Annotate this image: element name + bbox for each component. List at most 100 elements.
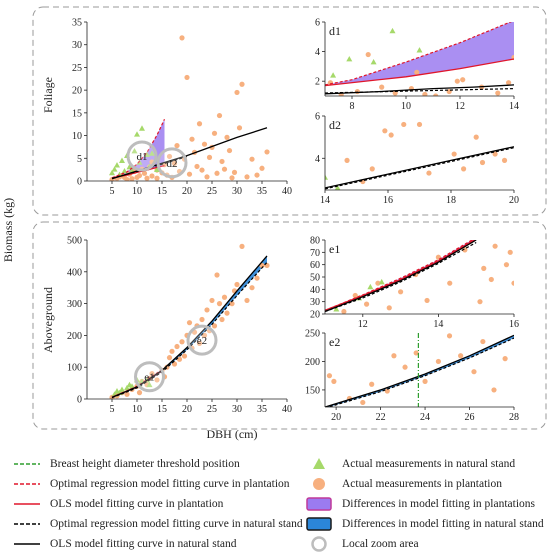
inset-label-e1: e1 bbox=[329, 242, 340, 256]
y-tick-label: 500 bbox=[67, 236, 82, 247]
plantation-point bbox=[196, 340, 203, 346]
plantation-point bbox=[184, 74, 190, 81]
plantation-point bbox=[189, 136, 195, 142]
plantation-point bbox=[488, 276, 494, 283]
plantation-point bbox=[454, 78, 460, 84]
plantation-point bbox=[136, 390, 143, 396]
plantation-point bbox=[471, 369, 477, 375]
plantation-point bbox=[495, 90, 501, 96]
y-tick-label: 10 bbox=[72, 131, 82, 142]
x-tick-label: 14 bbox=[433, 319, 443, 330]
plantation-point bbox=[365, 51, 371, 58]
plantation-point bbox=[435, 358, 441, 365]
natural-point bbox=[154, 166, 160, 173]
y-tick-label: 4 bbox=[315, 47, 320, 58]
zoom-label-e2: e2 bbox=[197, 335, 207, 347]
plantation-point bbox=[451, 151, 457, 157]
zoom-circle-d1 bbox=[126, 140, 158, 172]
zoom-label-d1: d1 bbox=[137, 151, 148, 163]
diff-band-plantation bbox=[325, 22, 514, 86]
diff_natural-legend-symbol bbox=[306, 517, 332, 531]
plantation-point bbox=[206, 154, 213, 160]
legend-label: Breast height diameter threshold positio… bbox=[50, 458, 240, 470]
zoom-circle-e2 bbox=[186, 324, 218, 356]
plantation-point bbox=[491, 387, 497, 393]
plantation-point bbox=[461, 166, 467, 172]
natural-point bbox=[334, 184, 341, 190]
plantation-point bbox=[254, 172, 260, 178]
natural-point bbox=[146, 381, 153, 388]
foliage-group-frame bbox=[32, 6, 547, 216]
y-tick-label: 6 bbox=[315, 18, 320, 29]
y-tick-label: 400 bbox=[67, 267, 82, 278]
plantation-point bbox=[254, 275, 260, 281]
natural-point bbox=[325, 174, 328, 180]
x-tick-label: 15 bbox=[157, 404, 167, 415]
plantation-point bbox=[422, 91, 428, 96]
plantation-point bbox=[382, 128, 388, 134]
plantation-point bbox=[492, 243, 498, 249]
y-tick-label: 200 bbox=[67, 331, 82, 342]
plantation-point bbox=[124, 177, 130, 181]
legend-label: Local zoom area bbox=[342, 538, 419, 550]
plantation-point bbox=[416, 121, 423, 128]
y-tick-label: 15 bbox=[72, 108, 82, 119]
legend-item-ols-plantation: OLS model fitting curve in plantation bbox=[12, 496, 223, 512]
plantation-point bbox=[179, 35, 185, 41]
natural-point bbox=[124, 384, 130, 391]
plantation-point bbox=[214, 170, 220, 176]
plantation-point bbox=[224, 134, 230, 140]
plantation-point bbox=[473, 134, 479, 140]
ols-natural-curve bbox=[325, 240, 477, 313]
plantation-point bbox=[249, 156, 255, 162]
opt_natural-legend-symbol bbox=[14, 523, 40, 525]
plantation-point bbox=[244, 174, 250, 180]
plantation-point bbox=[234, 281, 240, 288]
plantation-point bbox=[229, 301, 235, 307]
y-tick-label: 60 bbox=[310, 260, 320, 271]
x-tick-label: 5 bbox=[110, 186, 115, 197]
legend-item-opt-plantation: Optimal regression model fitting curve i… bbox=[12, 476, 290, 492]
x-tick-label: 40 bbox=[282, 186, 292, 197]
zoom-legend-symbol bbox=[311, 536, 327, 552]
plantation-point bbox=[224, 310, 230, 316]
y-tick-label: 40 bbox=[310, 285, 320, 296]
diff-band-plantation bbox=[325, 240, 475, 311]
plantation-point bbox=[503, 262, 510, 268]
plantation_meas-legend-symbol bbox=[313, 478, 325, 490]
plantation-point bbox=[194, 163, 200, 170]
x-tick-label: 5 bbox=[110, 404, 115, 415]
x-tick-label: 12 bbox=[358, 319, 368, 330]
plantation-point bbox=[136, 172, 143, 179]
plantation-point bbox=[154, 175, 160, 181]
plantation-point bbox=[229, 175, 235, 181]
natural-point bbox=[131, 148, 138, 154]
plantation-point bbox=[236, 125, 243, 131]
x-axis-title: DBH (cm) bbox=[207, 427, 258, 441]
plantation-point bbox=[433, 93, 439, 96]
plantation-point bbox=[479, 159, 486, 166]
plantation-point bbox=[211, 130, 218, 136]
legend-item-plantation-meas: Actual measurements in plantation bbox=[304, 476, 502, 492]
plantation-point bbox=[214, 272, 220, 278]
legend-item-ols-natural: OLS model fitting curve in natural stand bbox=[12, 536, 237, 552]
natural-point bbox=[346, 56, 353, 62]
plantation-point bbox=[384, 388, 390, 394]
plantation-point bbox=[386, 305, 392, 311]
plantation-point bbox=[388, 132, 394, 138]
legend-item-opt-natural: Optimal regression model fitting curve i… bbox=[12, 516, 303, 532]
plantation-point bbox=[249, 285, 255, 291]
ols-plantation-curve bbox=[325, 58, 514, 87]
plantation-point bbox=[379, 84, 385, 90]
plantation-point bbox=[426, 170, 432, 176]
plantation-point bbox=[502, 356, 508, 362]
plantation-point bbox=[209, 297, 215, 304]
y-axis-title: Biomass (kg) bbox=[1, 198, 15, 262]
y-tick-label: 20 bbox=[72, 86, 82, 97]
natural-point bbox=[114, 162, 120, 168]
plantation-point bbox=[181, 353, 188, 359]
panel-foliage_main: d1 d2 5 10 15 20 25 30 35 40 0 5 10 15 20 25 30 35 bbox=[72, 18, 292, 198]
plantation-point bbox=[480, 338, 486, 345]
